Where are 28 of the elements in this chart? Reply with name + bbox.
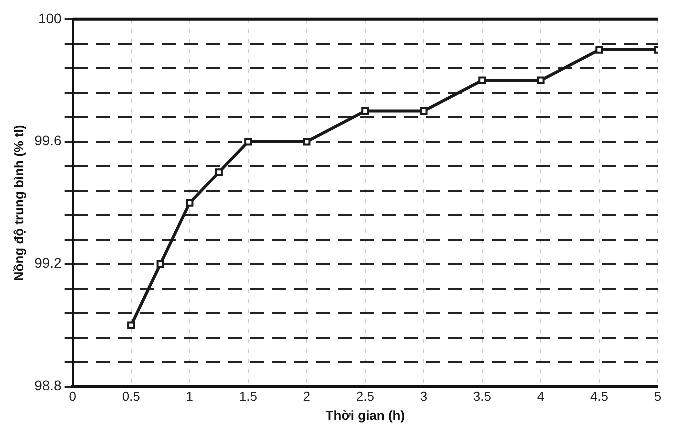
x-tick-label: 1.5 (239, 389, 258, 404)
y-tick-label: 100 (38, 10, 62, 26)
point (537, 76, 545, 84)
x-tick-label: 3 (420, 389, 428, 404)
point (478, 76, 486, 84)
point (215, 168, 223, 176)
x-tick-label: 4 (537, 389, 545, 404)
y-tick-label: 99.6 (34, 132, 62, 149)
x-tick-label: 0 (69, 389, 76, 404)
x-tick-label: 3.5 (473, 389, 492, 404)
x-tick-label: 1 (186, 389, 194, 404)
x-tick-label: 5 (654, 389, 662, 404)
point (362, 107, 370, 116)
x-tick-label: 0.5 (122, 389, 140, 404)
y-tick-label: 98.8 (34, 378, 62, 394)
point (186, 199, 194, 207)
point (128, 322, 136, 330)
point (420, 107, 428, 116)
point (303, 138, 311, 146)
x-axis-title: Thời gian (h) (326, 408, 406, 423)
point (596, 46, 604, 54)
x-tick-label: 2.5 (356, 389, 374, 404)
point (244, 138, 252, 146)
y-axis-title: Nồng độ trung bình (% tl) (11, 125, 26, 282)
x-tick-label: 2 (303, 389, 311, 404)
y-tick-label: 99.2 (34, 255, 62, 272)
point (156, 260, 164, 268)
x-tick-label: 4.5 (590, 389, 609, 404)
